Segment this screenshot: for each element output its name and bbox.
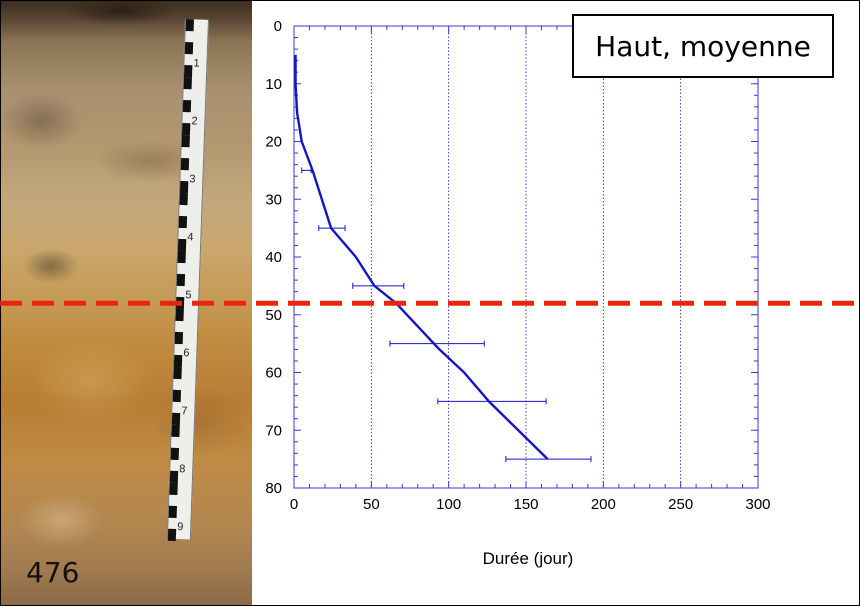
duration-curve — [294, 54, 549, 460]
x-tick-label: 150 — [513, 496, 538, 513]
legend-box: Haut, moyenne — [572, 14, 834, 78]
x-tick-label: 300 — [745, 496, 770, 513]
y-tick-label: 10 — [265, 76, 282, 93]
y-tick-label: 0 — [274, 18, 282, 35]
x-tick-label: 250 — [668, 496, 693, 513]
x-tick-label: 0 — [290, 496, 298, 513]
x-tick-label: 100 — [436, 496, 461, 513]
x-tick-label: 200 — [591, 496, 616, 513]
slide-number: 476 — [26, 556, 80, 589]
y-tick-label: 50 — [265, 307, 282, 324]
y-tick-label: 60 — [265, 365, 282, 382]
y-tick-label: 70 — [265, 422, 282, 439]
legend-text: Haut, moyenne — [595, 29, 811, 63]
x-axis-label: Durée (jour) — [483, 549, 574, 568]
y-tick-label: 20 — [265, 134, 282, 151]
x-tick-label: 50 — [363, 496, 380, 513]
y-tick-label: 30 — [265, 191, 282, 208]
y-tick-label: 80 — [265, 480, 282, 497]
y-tick-label: 40 — [265, 249, 282, 266]
